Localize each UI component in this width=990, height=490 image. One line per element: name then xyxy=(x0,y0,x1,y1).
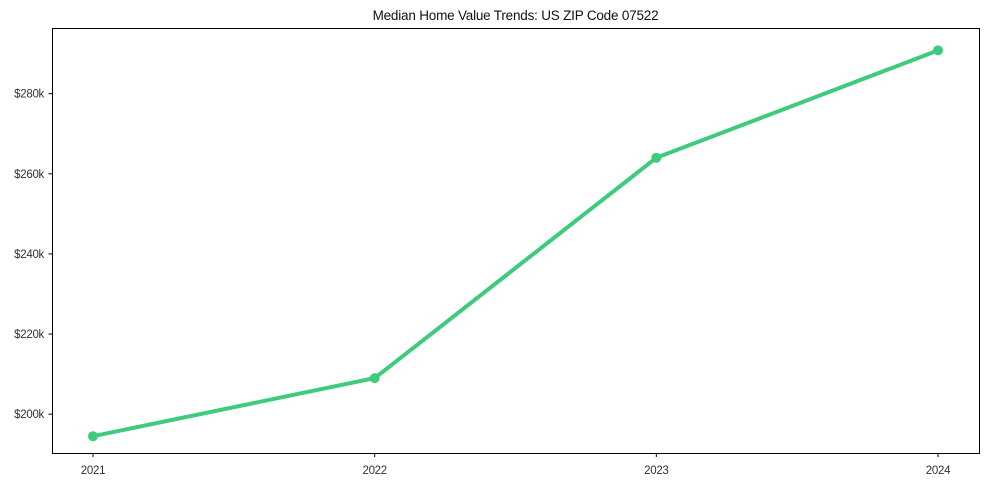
data-point xyxy=(651,152,662,163)
x-tick-label: 2022 xyxy=(362,465,386,477)
data-point xyxy=(88,431,98,442)
trend-line xyxy=(91,48,940,439)
x-tick-label: 2023 xyxy=(644,465,668,477)
y-tick-label: $280k xyxy=(14,89,44,101)
data-point xyxy=(369,373,380,384)
x-tick-label: 2024 xyxy=(926,465,951,477)
data-point xyxy=(933,45,943,56)
chart-title: Median Home Value Trends: US ZIP Code 07… xyxy=(372,8,659,23)
y-tick-label: $260k xyxy=(14,169,44,181)
plot-area-border xyxy=(52,28,980,454)
y-tick-label: $200k xyxy=(14,409,44,421)
y-tick-label: $220k xyxy=(14,329,44,341)
y-tick-label: $240k xyxy=(14,249,44,261)
x-tick-label: 2021 xyxy=(81,465,105,477)
